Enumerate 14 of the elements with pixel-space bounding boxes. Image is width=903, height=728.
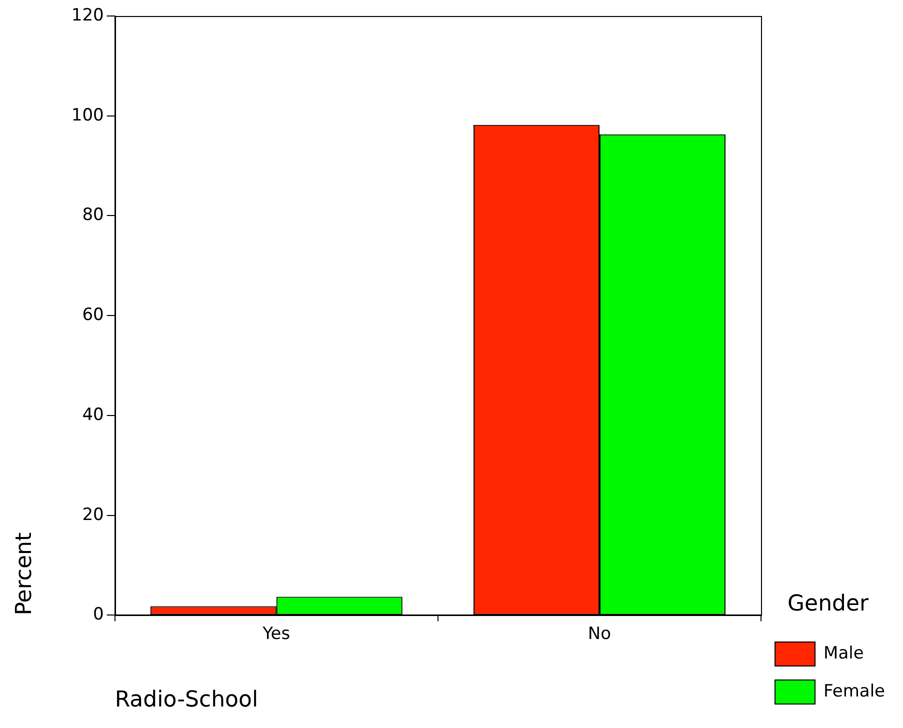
y-tick-label: 60 bbox=[82, 305, 104, 326]
legend-label: Male bbox=[824, 643, 864, 664]
x-axis-title: Radio-School bbox=[114, 688, 258, 713]
y-tick-label: 120 bbox=[71, 5, 104, 26]
legend-title: Gender bbox=[787, 591, 870, 616]
x-tick-label: Yes bbox=[262, 624, 290, 644]
y-axis-title: Percent bbox=[12, 532, 37, 616]
y-tick-label: 100 bbox=[71, 105, 104, 126]
x-tick-label: No bbox=[588, 624, 612, 644]
y-tick-label: 20 bbox=[82, 504, 104, 525]
y-tick-label: 0 bbox=[93, 604, 104, 625]
y-tick-label: 40 bbox=[82, 404, 104, 425]
y-tick-label: 80 bbox=[82, 205, 104, 226]
legend-label: Female bbox=[824, 681, 885, 702]
